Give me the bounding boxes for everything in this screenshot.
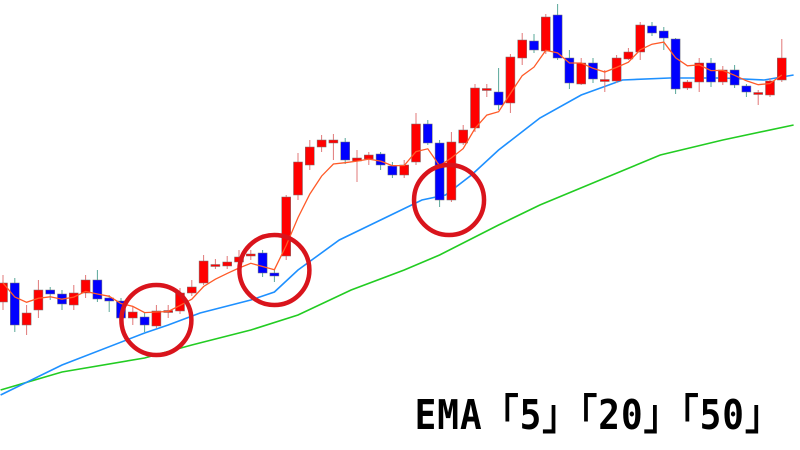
candle-body xyxy=(222,261,232,267)
candle-body xyxy=(187,286,197,294)
candle-body xyxy=(210,264,221,267)
candle-body xyxy=(399,164,409,176)
candle-body xyxy=(257,252,268,274)
candle-body xyxy=(517,39,527,59)
candle-body xyxy=(375,153,386,166)
candle-body xyxy=(458,129,468,144)
candle-body xyxy=(600,79,610,82)
highlight-circle xyxy=(119,282,194,358)
highlight-circle xyxy=(411,162,487,238)
candle-body xyxy=(80,279,91,294)
candle-body xyxy=(92,279,103,300)
candle-body xyxy=(753,92,763,95)
candle-body xyxy=(576,62,586,85)
candle-body xyxy=(198,260,209,284)
candle-body xyxy=(434,142,445,201)
candle-body xyxy=(305,146,315,166)
candle-body xyxy=(505,56,516,104)
candle-body xyxy=(423,123,433,144)
candle-body xyxy=(623,51,634,60)
candle-body xyxy=(564,57,575,84)
candle-body xyxy=(328,139,339,144)
candle-body xyxy=(45,289,55,295)
ema-50-line xyxy=(0,124,794,391)
candle-body xyxy=(706,62,716,83)
candle-body xyxy=(387,165,398,176)
candle-body xyxy=(729,69,740,86)
candle-body xyxy=(69,292,79,306)
candle-body xyxy=(293,161,303,196)
candle-body xyxy=(529,40,539,51)
candle-body xyxy=(151,310,162,327)
candle-body xyxy=(411,123,421,163)
candle-body xyxy=(269,272,280,277)
candle-body xyxy=(316,139,327,148)
ema-20-line xyxy=(0,74,794,396)
chart-caption: EMA「5」「20」「50」 xyxy=(414,392,782,440)
candle-body xyxy=(659,30,669,39)
candle-body xyxy=(281,196,291,257)
candle-body xyxy=(470,87,480,129)
candle-body xyxy=(446,141,457,201)
candle-body xyxy=(493,91,504,106)
candle-body xyxy=(33,289,44,311)
highlight-circle xyxy=(237,232,312,308)
candle-body xyxy=(10,282,20,326)
candle-body xyxy=(647,25,657,34)
candle-body xyxy=(588,62,598,80)
candle-body xyxy=(694,62,704,83)
candle-body xyxy=(635,24,645,53)
candle-body xyxy=(741,85,752,93)
candle-body xyxy=(340,141,350,161)
candle-body xyxy=(682,81,693,89)
candle-body xyxy=(482,88,492,91)
candle-body xyxy=(21,312,32,326)
candle-body xyxy=(0,282,8,303)
candle-body xyxy=(139,316,150,326)
candle-body xyxy=(541,16,551,52)
candle-body xyxy=(246,253,256,257)
candle-body xyxy=(777,57,787,81)
candle-body xyxy=(670,38,681,90)
candle-body xyxy=(611,57,622,82)
candle-body xyxy=(765,80,775,96)
candle-body xyxy=(364,154,374,160)
candle-body xyxy=(128,311,138,319)
candle-body xyxy=(552,14,563,59)
ema-5-line xyxy=(2,41,783,314)
